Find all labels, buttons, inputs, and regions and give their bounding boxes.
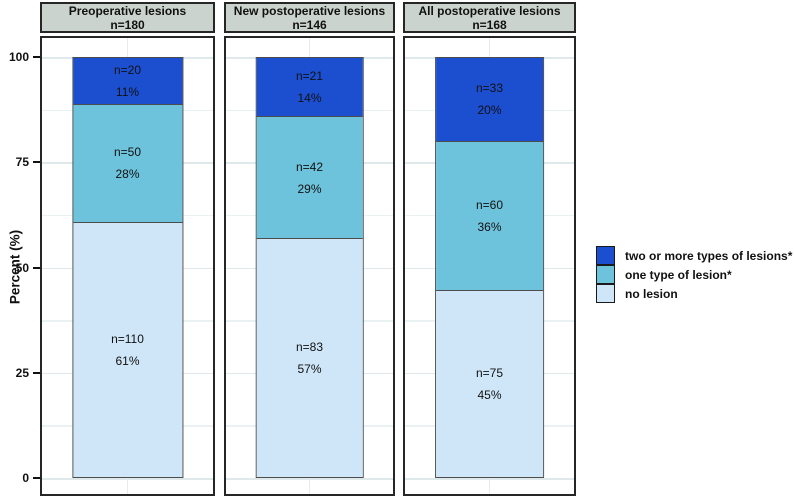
- legend: two or more types of lesions* one type o…: [596, 246, 792, 303]
- y-tick-mark: [33, 371, 40, 374]
- legend-label: one type of lesion*: [625, 267, 732, 282]
- bar-segment: n=75 45%: [435, 291, 544, 478]
- legend-swatch: [596, 284, 615, 303]
- segment-percent-label: 28%: [115, 167, 140, 182]
- facet-panel-new-postoperative: New postoperative lesions n=146 n=21 14% n…: [224, 2, 395, 496]
- y-tick-label: 25: [15, 365, 29, 380]
- legend-swatch: [596, 265, 615, 284]
- segment-percent-label: 29%: [297, 181, 322, 196]
- plot-area: n=20 11% n=50 28% n=110 61%: [40, 36, 215, 496]
- bar-segment: n=110 61%: [72, 222, 183, 478]
- facet-strip: Preoperative lesions n=180: [40, 2, 215, 33]
- y-tick-mark: [33, 56, 40, 58]
- segment-count-label: n=110: [111, 331, 144, 346]
- facet-strip: All postoperative lesions n=168: [403, 2, 576, 33]
- y-tick-label: 75: [15, 155, 29, 170]
- bar-segment: n=60 36%: [435, 141, 544, 292]
- plot-area: n=21 14% n=42 29% n=83 57%: [224, 36, 395, 496]
- bar-segment: n=33 20%: [435, 58, 544, 142]
- legend-swatch: [596, 246, 615, 265]
- segment-count-label: n=60: [475, 197, 504, 212]
- legend-item: two or more types of lesions*: [596, 246, 792, 265]
- segment-count-label: n=75: [475, 366, 504, 381]
- facet-subtitle: n=168: [472, 17, 507, 32]
- segment-percent-label: 20%: [477, 103, 502, 118]
- stacked-bar: n=21 14% n=42 29% n=83 57%: [255, 57, 364, 478]
- segment-count-label: n=20: [113, 62, 142, 77]
- y-axis: 0 25 50 75 100: [0, 50, 40, 485]
- bar-segment: n=50 28%: [72, 104, 183, 223]
- segment-percent-label: 14%: [297, 91, 322, 106]
- segment-percent-label: 61%: [115, 353, 140, 368]
- facet-subtitle: n=146: [292, 17, 327, 32]
- y-tick-label: 100: [8, 50, 29, 64]
- segment-count-label: n=33: [475, 81, 504, 96]
- facet-panel-all-postoperative: All postoperative lesions n=168 n=33 20% n…: [403, 2, 576, 496]
- segment-count-label: n=21: [295, 69, 324, 84]
- facet-subtitle: n=180: [110, 17, 145, 32]
- stacked-bar: n=20 11% n=50 28% n=110 61%: [71, 57, 184, 478]
- bar-segment: n=21 14%: [256, 58, 363, 118]
- segment-percent-label: 57%: [297, 362, 322, 377]
- segment-percent-label: 45%: [477, 388, 502, 403]
- facet-panel-preoperative: Preoperative lesions n=180 n=20 11% n=50 28…: [40, 2, 215, 496]
- bar-segment: n=20 11%: [72, 58, 183, 105]
- segment-count-label: n=50: [113, 145, 142, 160]
- segment-count-label: n=42: [295, 159, 324, 174]
- facet-title: All postoperative lesions: [418, 3, 561, 18]
- segment-percent-label: 36%: [477, 219, 502, 234]
- legend-item: one type of lesion*: [596, 265, 792, 284]
- segment-percent-label: 11%: [115, 84, 140, 99]
- y-tick-mark: [33, 161, 40, 164]
- stacked-bar: n=33 20% n=60 36% n=75 45%: [434, 57, 545, 478]
- facet-strip: New postoperative lesions n=146: [224, 2, 395, 33]
- bar-segment: n=42 29%: [256, 117, 363, 240]
- segment-count-label: n=83: [295, 340, 324, 355]
- facet-title: Preoperative lesions: [68, 3, 187, 18]
- y-tick-label: 50: [15, 260, 29, 275]
- facet-title: New postoperative lesions: [233, 3, 386, 18]
- y-tick-mark: [33, 266, 40, 269]
- legend-item: no lesion: [596, 284, 792, 303]
- y-tick-label: 0: [22, 471, 29, 485]
- bar-segment: n=83 57%: [256, 239, 363, 477]
- plot-area: n=33 20% n=60 36% n=75 45%: [403, 36, 576, 496]
- legend-label: no lesion: [625, 286, 678, 301]
- y-tick-mark: [33, 477, 40, 479]
- legend-label: two or more types of lesions*: [625, 248, 793, 263]
